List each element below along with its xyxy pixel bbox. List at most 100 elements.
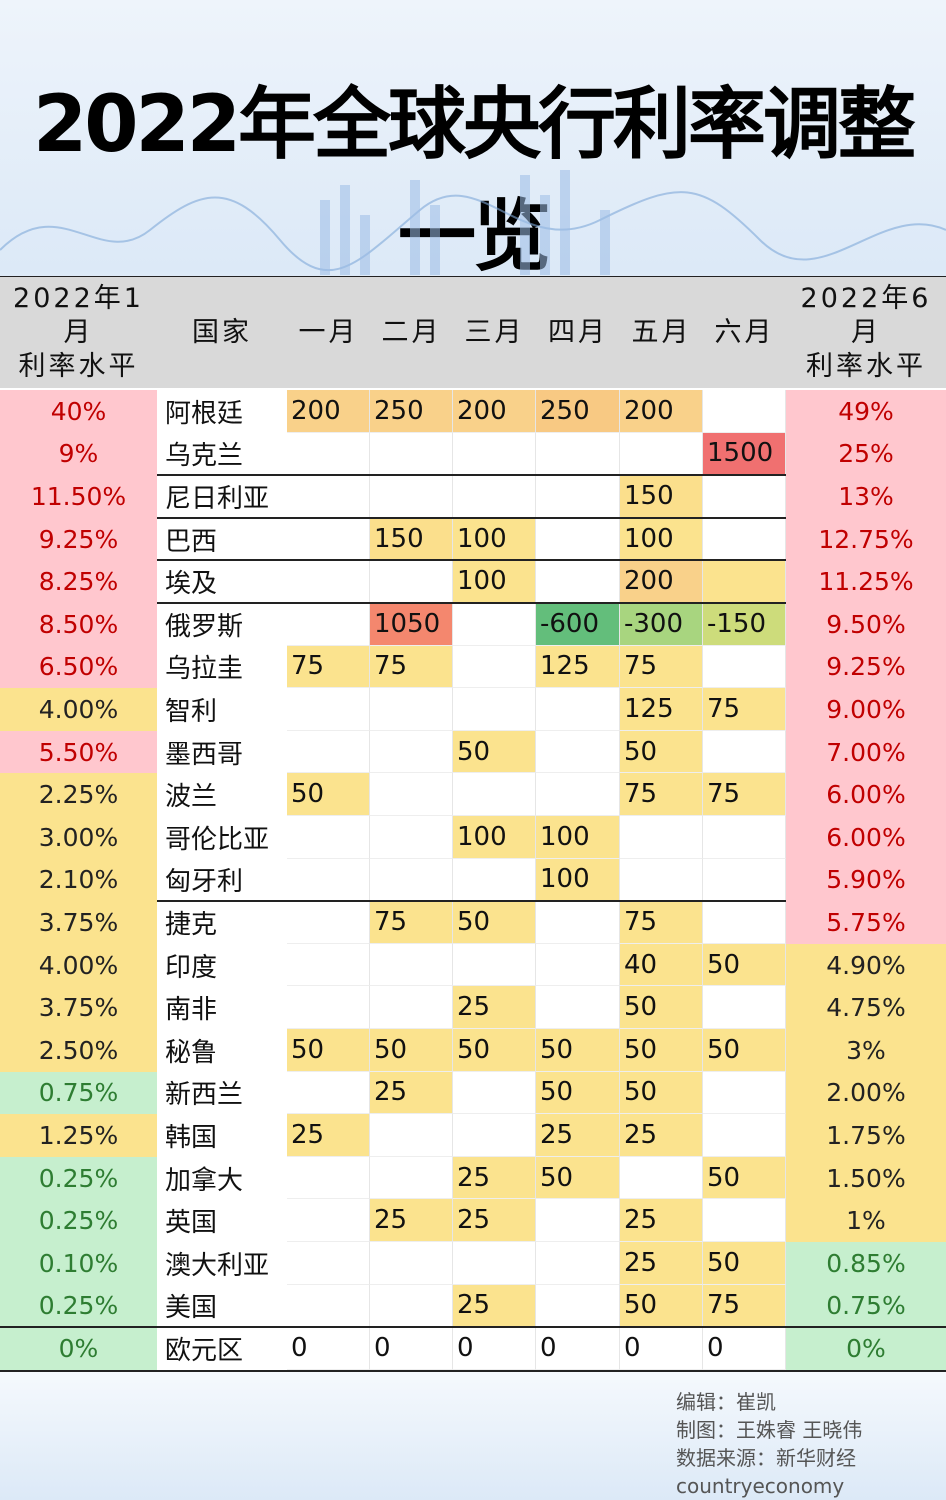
month-change <box>453 432 536 476</box>
header-line: 2022年1月 <box>13 282 144 348</box>
jun-rate: 9.25% <box>786 645 946 689</box>
month-change <box>703 645 786 689</box>
month-change <box>703 816 786 859</box>
jun-rate: 7.00% <box>786 730 946 774</box>
country: 尼日利亚 <box>157 475 287 518</box>
month-change <box>370 688 453 731</box>
jan-rate: 2.25% <box>0 773 157 816</box>
country: 俄罗斯 <box>157 603 287 646</box>
month-change <box>370 730 453 774</box>
month-change <box>536 432 620 476</box>
jan-rate: 40% <box>0 390 157 433</box>
jan-rate: 0.10% <box>0 1242 157 1285</box>
jun-rate: 9.50% <box>786 603 946 646</box>
header-cell: 四月 <box>536 277 620 388</box>
month-change <box>287 475 370 518</box>
month-change <box>536 773 620 816</box>
month-change: -600 <box>536 603 620 646</box>
month-change <box>287 517 370 561</box>
month-change <box>287 943 370 987</box>
month-change <box>287 603 370 646</box>
jun-rate: 13% <box>786 475 946 518</box>
jun-rate: 3% <box>786 1029 946 1072</box>
month-change: 100 <box>620 517 703 561</box>
month-change <box>287 858 370 902</box>
country: 美国 <box>157 1284 287 1328</box>
month-change: 150 <box>370 517 453 561</box>
month-change <box>703 730 786 774</box>
month-change: 75 <box>703 773 786 816</box>
month-change: 125 <box>536 645 620 689</box>
jun-rate: 9.00% <box>786 688 946 731</box>
month-change <box>287 816 370 859</box>
month-change: 50 <box>536 1029 620 1072</box>
month-change <box>536 730 620 774</box>
month-change: 50 <box>703 1029 786 1072</box>
month-change <box>703 560 786 603</box>
month-change <box>703 901 786 944</box>
country: 新西兰 <box>157 1071 287 1115</box>
jan-rate: 0.25% <box>0 1156 157 1200</box>
month-change <box>453 858 536 902</box>
month-change <box>536 901 620 944</box>
month-change <box>536 517 620 561</box>
month-change: 75 <box>703 688 786 731</box>
month-change <box>453 943 536 987</box>
jan-rate: 3.75% <box>0 986 157 1029</box>
month-change <box>536 475 620 518</box>
month-change: 100 <box>453 517 536 561</box>
month-change: 0 <box>287 1327 370 1370</box>
header-line: 利率水平 <box>18 350 139 382</box>
month-change <box>370 943 453 987</box>
month-change <box>536 1284 620 1328</box>
country: 加拿大 <box>157 1156 287 1200</box>
month-change: 50 <box>536 1156 620 1200</box>
credit-line: 编辑：崔凯 <box>676 1390 776 1414</box>
month-change: 250 <box>370 390 453 433</box>
month-change <box>287 688 370 731</box>
month-change <box>370 475 453 518</box>
month-change: 50 <box>620 1029 703 1072</box>
month-change <box>703 517 786 561</box>
country: 南非 <box>157 986 287 1029</box>
jun-rate: 49% <box>786 390 946 433</box>
month-change: 50 <box>536 1071 620 1115</box>
month-change <box>453 1114 536 1157</box>
month-change <box>703 1071 786 1115</box>
header-cell: 三月 <box>453 277 536 388</box>
header-cell: 六月 <box>703 277 786 388</box>
jan-rate: 2.50% <box>0 1029 157 1072</box>
month-change <box>453 1242 536 1285</box>
jan-rate: 9% <box>0 432 157 476</box>
month-change: 50 <box>453 730 536 774</box>
month-change: 25 <box>620 1114 703 1157</box>
month-change <box>287 560 370 603</box>
country: 欧元区 <box>157 1327 287 1370</box>
country: 埃及 <box>157 560 287 603</box>
header-cell: 一月 <box>287 277 370 388</box>
country: 澳大利亚 <box>157 1242 287 1285</box>
month-change <box>453 688 536 731</box>
rule <box>157 516 786 519</box>
month-change <box>453 773 536 816</box>
month-change: 25 <box>620 1242 703 1285</box>
jun-rate: 1% <box>786 1199 946 1242</box>
month-change: 50 <box>370 1029 453 1072</box>
month-change <box>287 730 370 774</box>
jan-rate: 4.00% <box>0 943 157 987</box>
month-change <box>703 858 786 902</box>
jan-rate: 2.10% <box>0 858 157 902</box>
month-change: -300 <box>620 603 703 646</box>
month-change <box>370 816 453 859</box>
month-change: 200 <box>620 560 703 603</box>
jan-rate: 5.50% <box>0 730 157 774</box>
month-change: 75 <box>620 645 703 689</box>
country: 巴西 <box>157 517 287 561</box>
jun-rate: 4.75% <box>786 986 946 1029</box>
month-change: 75 <box>287 645 370 689</box>
month-change: 75 <box>370 645 453 689</box>
month-change: 50 <box>703 1242 786 1285</box>
month-change: 50 <box>703 1156 786 1200</box>
decoration <box>0 170 946 275</box>
jan-rate: 8.50% <box>0 603 157 646</box>
